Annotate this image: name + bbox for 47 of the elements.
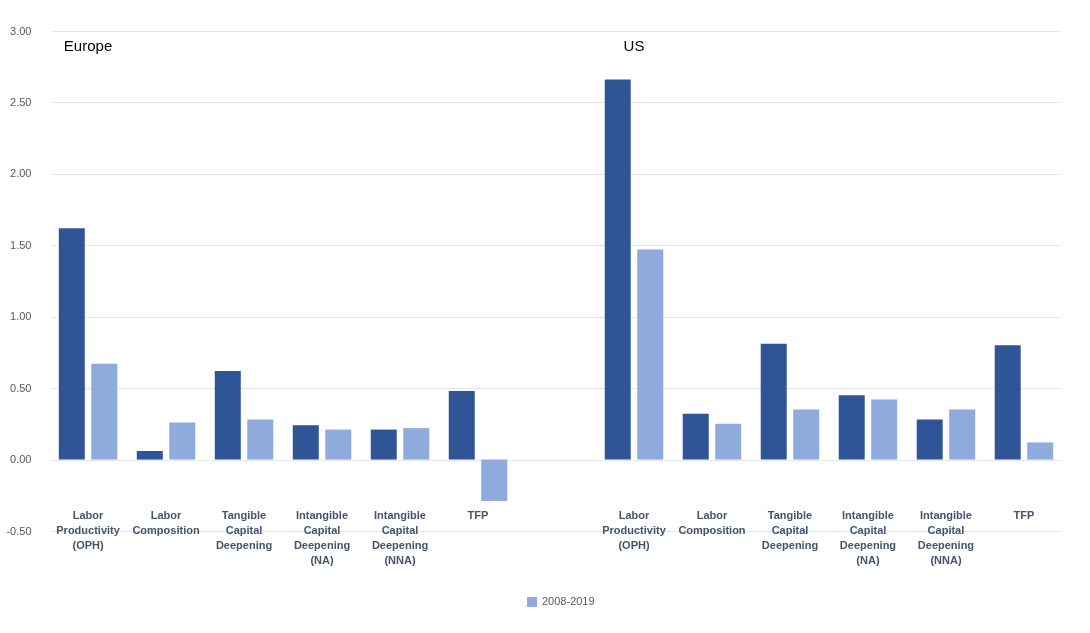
bar <box>715 423 742 460</box>
y-tick-label: 1.50 <box>10 238 32 251</box>
y-tick-label: 3.00 <box>10 24 32 37</box>
y-tick-label: -0.50 <box>6 524 32 537</box>
bar <box>949 409 976 460</box>
x-tick-label: Tangible Capital Deepening <box>215 509 273 552</box>
bar <box>169 422 196 460</box>
x-tick-label: Intangible Capital Deepening (NA) <box>839 509 897 567</box>
x-tick-label: TFP <box>467 509 489 522</box>
x-tick-label: Tangible Capital Deepening <box>761 509 819 552</box>
x-tick-label: Labor Composition <box>678 509 746 537</box>
bar <box>247 419 274 460</box>
bar <box>481 459 508 501</box>
bar <box>370 429 397 460</box>
bar <box>448 391 475 460</box>
y-tick-label: 0.50 <box>10 381 32 394</box>
y-tick-label: 0.00 <box>10 453 32 466</box>
bar <box>292 425 319 460</box>
bar <box>403 428 430 460</box>
x-tick-label: TFP <box>1013 509 1035 522</box>
bar <box>838 395 865 460</box>
bar <box>871 399 898 460</box>
x-tick-label: Labor Productivity (OPH) <box>602 509 667 552</box>
x-tick-label: Labor Composition <box>132 509 200 537</box>
bar <box>637 249 664 460</box>
annotation: US <box>623 37 645 54</box>
bar <box>91 363 118 460</box>
x-tick-label: Labor Productivity (OPH) <box>56 509 121 552</box>
bar <box>214 371 241 460</box>
x-tick-label: Intangible Capital Deepening (NNA) <box>917 509 975 567</box>
bar <box>325 429 352 460</box>
y-tick-label: 2.00 <box>10 167 32 180</box>
bar <box>793 409 820 460</box>
bar <box>136 451 163 460</box>
bar <box>604 79 631 460</box>
annotation: Europe <box>63 37 113 54</box>
bar <box>682 413 709 460</box>
bar <box>1027 442 1054 460</box>
bar <box>58 228 85 460</box>
legend-label: 2008-2019 <box>542 595 595 607</box>
x-tick-label: Intangible Capital Deepening (NA) <box>293 509 351 567</box>
bar <box>994 345 1021 460</box>
y-tick-label: 1.00 <box>10 310 32 323</box>
x-tick-label: Intangible Capital Deepening (NNA) <box>371 509 429 567</box>
bar <box>916 419 943 460</box>
bar <box>760 343 787 460</box>
y-tick-label: 2.50 <box>10 95 32 108</box>
